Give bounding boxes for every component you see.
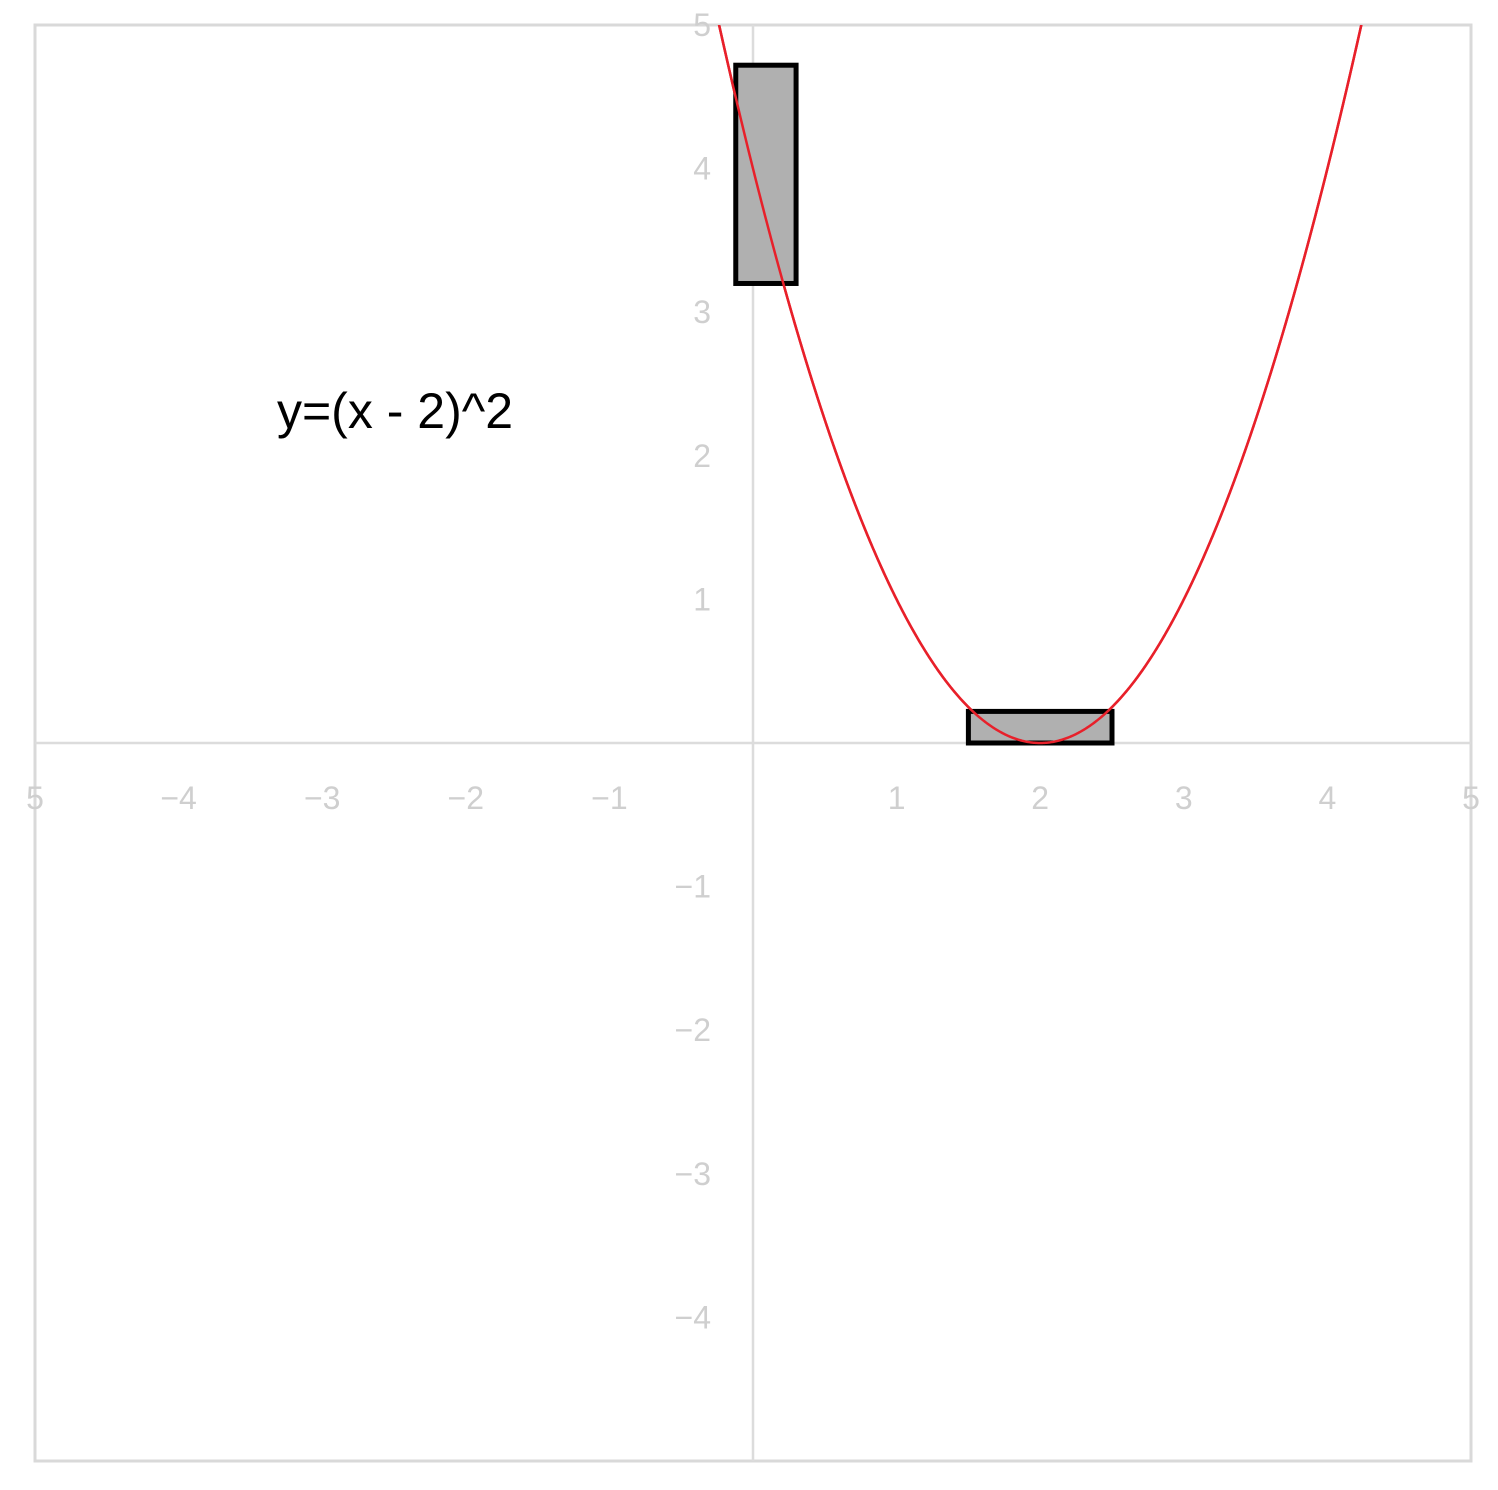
function-curve [717,25,1363,745]
y-tick-label: −4 [675,1299,711,1335]
x-tick-label: 5 [26,780,44,816]
tick-labels: 5 −4 −3 −2 −1 1 2 3 4 5 −4 −3 −2 −1 1 2 3 4 5 [26,7,1480,1335]
y-tick-label: 2 [693,438,711,474]
y-tick-label: 1 [693,581,711,617]
y-tick-label: 3 [693,294,711,330]
x-tick-label: −2 [448,780,484,816]
highlight-box-2 [965,708,1115,746]
x-tick-label: −3 [304,780,340,816]
y-tick-label: −3 [675,1156,711,1192]
x-tick-label: −4 [160,780,196,816]
x-tick-label: 5 [1462,780,1480,816]
x-tick-label: 2 [1031,780,1049,816]
highlight-boxes [733,62,1115,746]
y-tick-label: 4 [693,151,711,187]
y-tick-label: −2 [675,1012,711,1048]
x-tick-label: 1 [888,780,906,816]
x-tick-label: 4 [1319,780,1337,816]
function-label: y=(x - 2)^2 [277,383,513,439]
x-tick-label: −1 [591,780,627,816]
highlight-box-1 [733,62,799,286]
y-tick-label: 5 [693,7,711,43]
function-curve-overlay [717,25,1363,745]
y-tick-label: −1 [675,869,711,905]
curve-layer [717,25,1363,745]
x-tick-label: 3 [1175,780,1193,816]
curve-overlay [717,25,1363,745]
